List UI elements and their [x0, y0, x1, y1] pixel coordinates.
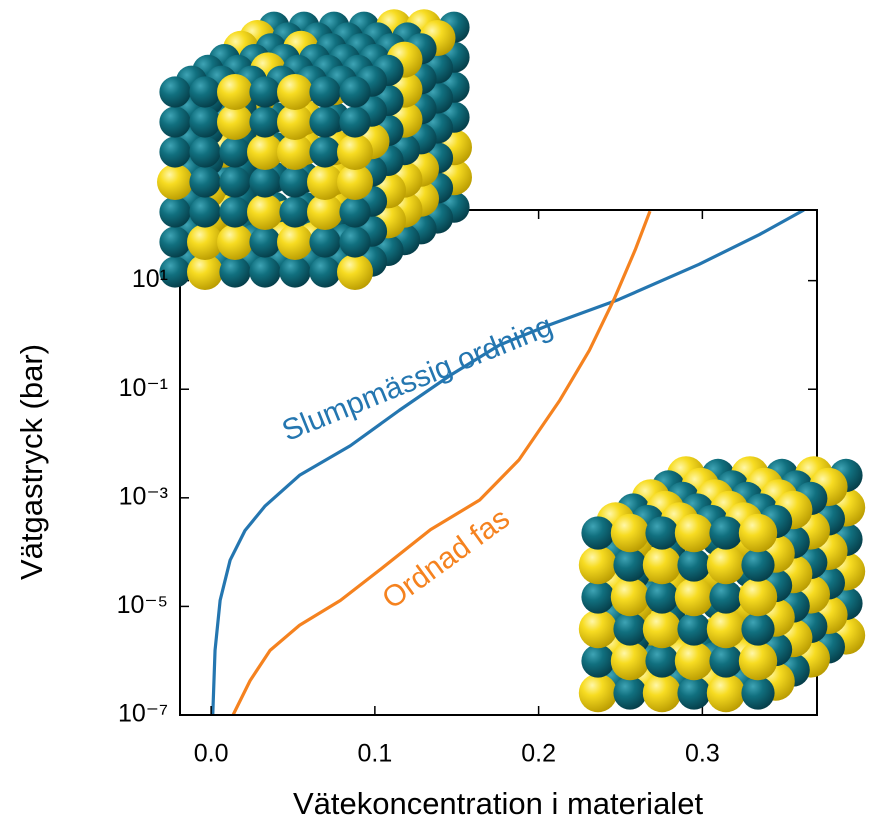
atom [249, 106, 280, 137]
atom [277, 74, 313, 110]
atom [339, 196, 370, 227]
y-axis-label: Vätgastryck (bar) [14, 344, 49, 580]
atom [279, 196, 310, 227]
atom [581, 644, 614, 677]
atom [611, 578, 649, 616]
atom [309, 226, 340, 257]
atom [709, 580, 742, 613]
atom [159, 76, 190, 107]
atom [337, 134, 373, 170]
atom [707, 610, 745, 648]
atom [579, 674, 617, 712]
crystal-illustrations [157, 9, 865, 712]
atom [645, 580, 678, 613]
atom [339, 226, 370, 257]
atom [643, 674, 681, 712]
atom [219, 196, 250, 227]
x-tick-label: 0.1 [357, 740, 392, 768]
atom [217, 74, 253, 110]
atom [277, 224, 313, 260]
atom [337, 254, 373, 290]
atom [189, 106, 220, 137]
atom [247, 194, 283, 230]
atom [675, 642, 713, 680]
atom [741, 612, 774, 645]
atom [739, 514, 777, 552]
atom [309, 256, 340, 287]
atom [677, 548, 710, 581]
atom [709, 516, 742, 549]
atom [309, 76, 340, 107]
atom [675, 514, 713, 552]
atom [159, 106, 190, 137]
atom [741, 676, 774, 709]
atom [739, 578, 777, 616]
atom [581, 516, 614, 549]
y-tick-label: 10¹ [132, 265, 168, 293]
x-axis-label: Vätekoncentration i materialet [293, 786, 704, 821]
atom [613, 676, 646, 709]
y-tick-label: 10⁻⁷ [118, 700, 168, 728]
atom [643, 610, 681, 648]
atom [643, 546, 681, 584]
atom [645, 516, 678, 549]
atom [645, 644, 678, 677]
atom [159, 196, 190, 227]
atom [279, 256, 310, 287]
atom [249, 166, 280, 197]
atom [613, 548, 646, 581]
atom [611, 642, 649, 680]
atom [677, 676, 710, 709]
atom [219, 136, 250, 167]
atom [279, 166, 310, 197]
atom [249, 256, 280, 287]
y-tick-label: 10⁻³ [119, 482, 168, 510]
atom [339, 106, 370, 137]
atom [339, 76, 370, 107]
atom [709, 644, 742, 677]
atom [707, 674, 745, 712]
atom [219, 166, 250, 197]
atom [613, 612, 646, 645]
atom [189, 136, 220, 167]
atom [157, 164, 193, 200]
atom [189, 166, 220, 197]
atom [677, 612, 710, 645]
atom [249, 226, 280, 257]
atom [741, 548, 774, 581]
atom [739, 642, 777, 680]
atom [581, 580, 614, 613]
atom [579, 546, 617, 584]
atom [309, 136, 340, 167]
atom [707, 546, 745, 584]
x-tick-label: 0.2 [521, 740, 556, 768]
atom [219, 256, 250, 287]
x-tick-label: 0.3 [685, 740, 720, 768]
atom [217, 224, 253, 260]
curve-annotation: Slumpmässig ordning [277, 309, 557, 448]
atom [189, 76, 220, 107]
atom [249, 76, 280, 107]
atom [309, 106, 340, 137]
atom [579, 610, 617, 648]
atom [675, 578, 713, 616]
y-tick-label: 10⁻⁵ [117, 591, 168, 619]
y-tick-label: 10⁻¹ [119, 374, 168, 402]
atom [189, 196, 220, 227]
atom [159, 226, 190, 257]
x-tick-label: 0.0 [194, 740, 229, 768]
atom [611, 514, 649, 552]
chart: Vätekoncentration i materialet Vätgastry… [0, 0, 871, 829]
atom [159, 136, 190, 167]
